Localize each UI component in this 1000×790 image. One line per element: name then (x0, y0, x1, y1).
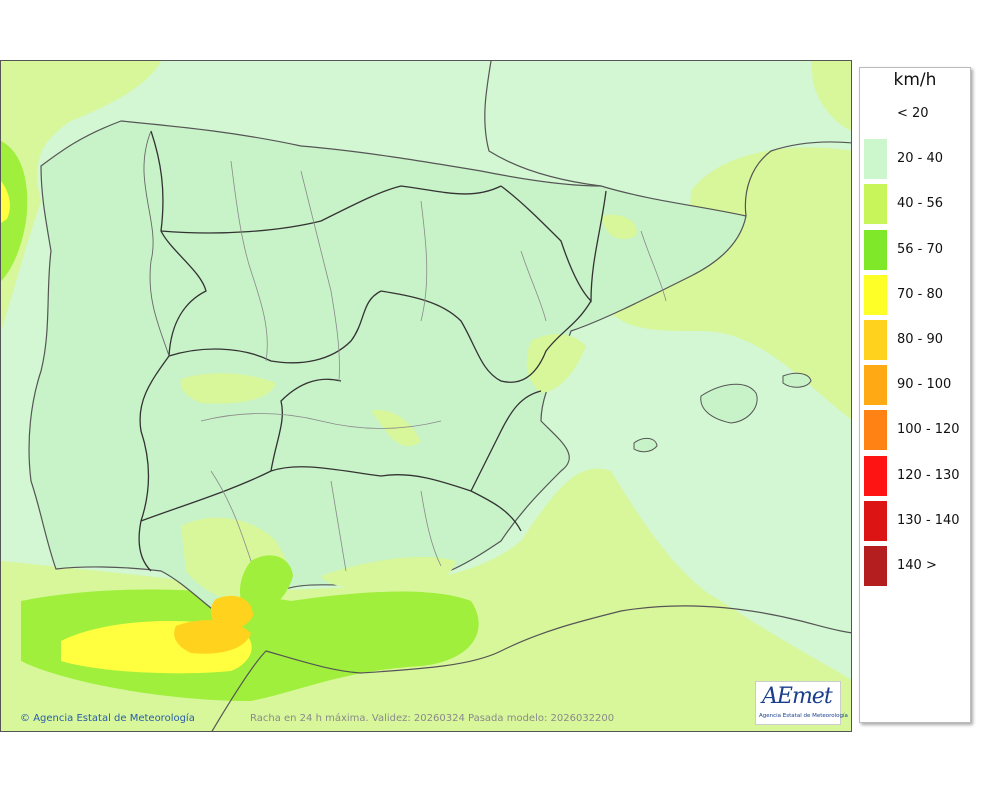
legend-swatch (864, 546, 887, 586)
legend-item: 40 - 56 (860, 184, 970, 225)
copyright-label: Agencia Estatal de Meteorología (33, 713, 195, 724)
region-borders (138, 130, 607, 572)
aemet-logo: AEmet Agencia Estatal de Meteorología (755, 681, 848, 725)
legend-label: 70 - 80 (897, 286, 944, 302)
aemet-logo-word: AEmet (762, 684, 833, 709)
legend-panel: km/h < 20 20 - 40 40 - 56 56 - 70 70 - 80 80 … (859, 67, 971, 723)
border-murcia (470, 390, 542, 492)
border-castilla-la-mancha (270, 378, 342, 472)
north-africa-coast (211, 605, 851, 731)
gust-zone-gulf-of-lion (601, 147, 851, 420)
legend-label: 120 - 130 (897, 467, 960, 483)
ibiza (633, 438, 658, 453)
legend-swatch (864, 94, 887, 134)
border-meseta (168, 290, 382, 364)
legend-label: 130 - 140 (897, 512, 960, 528)
legend-swatch (864, 410, 887, 451)
mallorca (700, 383, 758, 424)
border-aragon (380, 290, 592, 383)
legend-swatch (864, 365, 887, 406)
map-caption: Racha en 24 h máxima. Validez: 20260324 … (250, 713, 615, 724)
legend-item: < 20 (860, 94, 970, 134)
legend-swatch (864, 320, 887, 360)
legend-label: < 20 (897, 106, 929, 121)
border-catalonia (500, 185, 607, 303)
legend-item: 90 - 100 (860, 365, 970, 406)
legend-swatch (864, 229, 887, 270)
gust-zone-valencia (526, 334, 586, 393)
legend-label: 90 - 100 (897, 377, 952, 393)
gust-zone-north-east (811, 61, 851, 131)
legend-label: 100 - 120 (897, 422, 960, 438)
legend-label: 56 - 70 (897, 241, 944, 257)
gust-zone-atlantic-north (1, 61, 161, 331)
legend-item: 120 - 130 (860, 455, 970, 496)
copyright-text: © Agencia Estatal de Meteorología (20, 713, 195, 724)
gust-zone-galicia-coast (1, 141, 28, 281)
legend-item: 20 - 40 (860, 139, 970, 180)
france-atlantic-coast (484, 61, 602, 187)
gust-zone-ebro (601, 214, 637, 240)
border-galicia-castilla (150, 130, 207, 357)
legend-unit: km/h (893, 70, 937, 90)
legend-label: 40 - 56 (897, 196, 944, 212)
legend-swatch (864, 139, 887, 180)
gust-zone-cadiz-orange (210, 595, 253, 630)
legend-label: 140 > (897, 558, 937, 573)
legend-swatch (864, 184, 887, 225)
legend-item: 80 - 90 (860, 320, 970, 360)
aemet-logo-subtitle: Agencia Estatal de Meteorología (759, 713, 848, 719)
iberian-peninsula (28, 120, 747, 617)
menorca (782, 372, 812, 388)
copyright-icon: © (20, 713, 30, 724)
border-andalusia (140, 466, 522, 532)
legend-swatch (864, 500, 887, 541)
map-canvas (1, 61, 851, 731)
wind-gust-map (0, 60, 852, 732)
legend-item: 70 - 80 (860, 274, 970, 315)
france-mediterranean-coast (744, 141, 851, 217)
gust-zone-extremadura (180, 373, 276, 404)
province-borders (200, 160, 667, 572)
legend-label: 20 - 40 (897, 151, 944, 167)
legend-label: 80 - 90 (897, 332, 944, 347)
legend-swatch (864, 274, 887, 315)
gust-zone-galicia-yellow (1, 181, 10, 223)
border-north (160, 185, 502, 234)
portugal-border (143, 130, 170, 357)
legend-item: 56 - 70 (860, 229, 970, 270)
legend-swatch (864, 455, 887, 496)
legend-item: 100 - 120 (860, 410, 970, 451)
gust-zone-granada (321, 556, 456, 591)
legend-item: 130 - 140 (860, 500, 970, 541)
gust-zone-andalusia-green (239, 555, 293, 614)
legend-item: 140 > (860, 546, 970, 586)
border-extremadura (138, 355, 170, 572)
